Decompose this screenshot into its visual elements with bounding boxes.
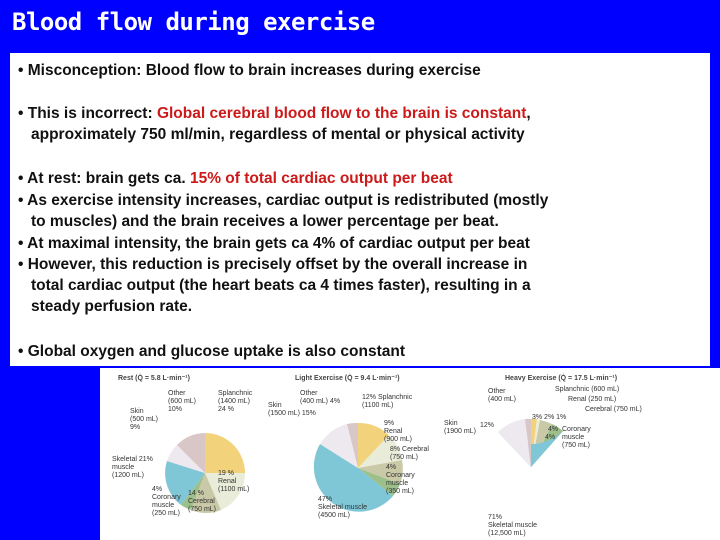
slice-muscle: [313, 444, 393, 512]
bullet-however-cont1: total cardiac output (the heart beats ca…: [31, 277, 531, 294]
label-light-skin: Skin (1500 mL) 15%: [268, 402, 316, 417]
bullet-misconception: • Misconception: Blood flow to brain inc…: [18, 62, 481, 79]
slice-splanchnic: [358, 422, 389, 468]
bullet-incorrect-cont: approximately 750 ml/min, regardless of …: [31, 126, 525, 143]
label-light-coronary: 4% Coronary muscle (350 mL): [386, 464, 415, 495]
label-heavy-skin-pct: 12%: [480, 422, 495, 429]
panel-title-light: Light Exercise (Q̇ = 9.4 L·min⁻¹): [295, 375, 400, 382]
slice-splanchnic: [205, 433, 245, 473]
label-rest-muscle: Skeletal 21% muscle (1200 mL): [112, 456, 153, 479]
slice-skin: [320, 424, 358, 468]
label-light-other: Other (400 mL) 4%: [300, 390, 341, 405]
label-light-cerebral: 8% Cerebral (750 mL): [390, 446, 429, 461]
slice-skin: [498, 419, 531, 467]
bullet-intensity: • As exercise intensity increases, cardi…: [18, 192, 549, 209]
text-plain: • At rest: brain gets ca.: [18, 170, 190, 187]
cardiac-output-figure: Rest (Q̇ = 5.8 L·min⁻¹) Other (600 mL) 1…: [100, 368, 720, 540]
label-light-renal: 9% Renal (900 mL): [384, 420, 413, 443]
label-rest-splanchnic: Splanchnic (1400 mL) 24 %: [218, 390, 253, 413]
slice-renal: [358, 435, 402, 468]
label-heavy-splanchnic: Splanchnic (600 mL): [555, 386, 620, 393]
text-plain: ,: [526, 105, 531, 122]
label-heavy-coronary: Coronary muscle (750 mL): [562, 426, 591, 449]
label-light-muscle: 47% Skeletal muscle (4500 mL): [318, 496, 368, 519]
slice-skin: [167, 445, 205, 473]
label-heavy-muscle: 71% Skeletal muscle (12,500 mL): [488, 514, 538, 537]
bullet-intensity-cont: to muscles) and the brain receives a low…: [31, 213, 499, 230]
label-heavy-small-pcts: 3% 2% 1%: [532, 414, 567, 421]
label-rest-cerebral: 14 % Cerebral (750 mL): [188, 490, 217, 513]
label-rest-skin: Skin (500 mL) 9%: [130, 408, 159, 431]
text-highlight: 15% of total cardiac output per beat: [189, 170, 453, 187]
label-heavy-skin: Skin (1900 mL): [444, 420, 476, 435]
text-panel: • Misconception: Blood flow to brain inc…: [10, 53, 710, 366]
slice-other: [347, 422, 358, 468]
label-heavy-cerebral: Cerebral (750 mL): [585, 406, 642, 413]
slice-muscle: [165, 461, 205, 505]
bullet-incorrect: • This is incorrect: Global cerebral blo…: [18, 103, 531, 124]
label-light-splanchnic: 12% Splanchnic (1100 mL): [362, 394, 413, 409]
panel-title-rest: Rest (Q̇ = 5.8 L·min⁻¹): [118, 375, 190, 382]
label-heavy-pct-a: 4%: [548, 426, 559, 433]
bullet-rest: • At rest: brain gets ca. 15% of total c…: [18, 168, 453, 189]
label-heavy-renal: Renal (250 mL): [568, 396, 617, 403]
slice-other: [525, 418, 531, 467]
slice-other: [177, 433, 205, 473]
pie-rest: [165, 433, 246, 513]
slice-cerebral: [358, 460, 403, 484]
text-highlight: Global cerebral blood flow to the brain …: [156, 105, 527, 122]
slide-title: Blood flow during exercise: [12, 8, 375, 36]
bullet-however: • However, this reduction is precisely o…: [18, 256, 528, 273]
slice-cerebral: [191, 473, 221, 513]
label-rest-renal: 19 % Renal (1100 mL): [218, 470, 250, 493]
label-heavy-pct-b: 4%: [545, 434, 556, 441]
bullet-oxygen: • Global oxygen and glucose uptake is al…: [18, 343, 405, 360]
panel-title-heavy: Heavy Exercise (Q̇ = 17.5 L·min⁻¹): [505, 375, 618, 382]
pie-heavy: [498, 418, 563, 467]
label-heavy-other: Other (400 mL): [488, 388, 517, 403]
slice-coronary: [181, 473, 205, 510]
bullet-maximal: • At maximal intensity, the brain gets c…: [18, 235, 530, 252]
slice-coronary: [358, 468, 400, 496]
label-rest-other: Other (600 mL) 10%: [168, 390, 197, 413]
slice-renal: [205, 473, 246, 510]
bullet-however-cont2: steady perfusion rate.: [31, 298, 193, 315]
text-plain: • This is incorrect:: [18, 105, 157, 122]
pie-light: [313, 422, 403, 512]
label-rest-coronary: 4% Coronary muscle (250 mL): [152, 486, 181, 517]
